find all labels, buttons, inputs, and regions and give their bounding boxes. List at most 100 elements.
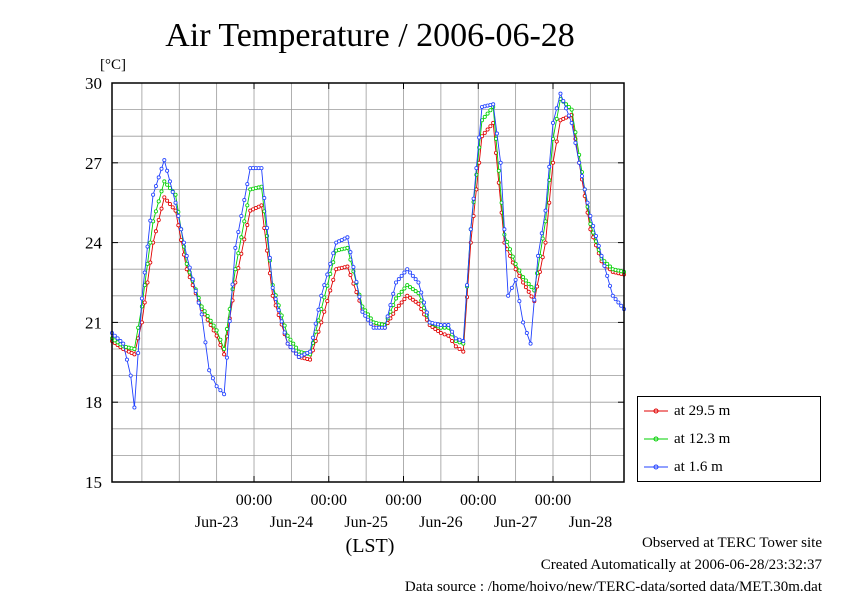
data-point xyxy=(488,124,493,129)
data-point xyxy=(236,251,241,256)
data-point xyxy=(136,325,141,330)
data-point xyxy=(488,108,493,113)
data-point xyxy=(605,273,610,278)
data-point xyxy=(457,337,462,342)
data-point xyxy=(267,255,272,260)
data-point xyxy=(322,295,327,300)
x-tick-date-label: Jun-24 xyxy=(270,514,314,531)
data-point xyxy=(388,303,393,308)
data-point xyxy=(345,264,350,269)
data-point xyxy=(588,221,593,226)
data-point xyxy=(162,158,167,163)
data-point xyxy=(550,160,555,165)
data-point xyxy=(285,341,290,346)
data-point xyxy=(242,198,247,203)
data-point xyxy=(550,120,555,125)
data-point xyxy=(619,303,624,308)
data-point xyxy=(187,265,192,270)
data-point xyxy=(199,312,204,317)
data-point xyxy=(156,199,161,204)
data-point xyxy=(505,239,510,244)
data-point xyxy=(566,113,571,118)
data-point xyxy=(422,300,427,305)
data-point xyxy=(288,337,293,342)
data-point xyxy=(558,91,563,96)
data-point xyxy=(591,223,596,228)
data-point xyxy=(325,299,330,304)
data-point xyxy=(222,352,227,357)
data-point xyxy=(242,237,247,242)
data-point xyxy=(385,314,390,319)
data-point xyxy=(446,323,451,328)
y-tick-label: 18 xyxy=(85,393,102,412)
data-point xyxy=(494,131,499,136)
data-point xyxy=(399,273,404,278)
data-point xyxy=(513,267,518,272)
data-point xyxy=(132,352,137,357)
data-point xyxy=(245,223,250,228)
data-point xyxy=(156,217,161,222)
data-point xyxy=(218,343,223,348)
data-point xyxy=(170,205,175,210)
data-point xyxy=(153,229,158,234)
data-point xyxy=(554,106,559,111)
data-point xyxy=(239,235,244,240)
x-axis-label: (LST) xyxy=(346,535,395,557)
data-point xyxy=(282,330,287,335)
data-point xyxy=(139,304,144,309)
data-point xyxy=(322,283,327,288)
x-tick-time-label: 00:00 xyxy=(311,492,347,509)
legend: at 29.5 m at 12.3 m at 1.6 m xyxy=(637,396,821,482)
data-point xyxy=(468,227,473,232)
data-point xyxy=(482,114,487,119)
data-point xyxy=(526,289,531,294)
data-point xyxy=(351,265,356,270)
data-point xyxy=(136,350,141,355)
data-point xyxy=(405,283,410,288)
legend-item-1-6m: at 1.6 m xyxy=(644,457,723,477)
data-point xyxy=(402,270,407,275)
data-point xyxy=(616,300,621,305)
data-point xyxy=(399,300,404,305)
data-point xyxy=(139,296,144,301)
data-point xyxy=(536,253,541,258)
data-point xyxy=(573,130,578,135)
legend-swatch-1-6m xyxy=(644,464,668,470)
data-point xyxy=(396,303,401,308)
data-point xyxy=(485,127,490,132)
data-point xyxy=(156,175,161,180)
data-point xyxy=(159,166,164,171)
data-point xyxy=(357,294,362,299)
data-point xyxy=(173,192,178,197)
data-point xyxy=(211,323,216,328)
legend-label-1-6m: at 1.6 m xyxy=(674,458,723,475)
data-point xyxy=(508,247,513,252)
data-point xyxy=(453,336,458,341)
data-point xyxy=(112,338,117,343)
data-point xyxy=(328,261,333,266)
data-point xyxy=(208,318,213,323)
data-point xyxy=(279,319,284,324)
data-point xyxy=(167,179,172,184)
data-point xyxy=(148,218,153,223)
data-point xyxy=(153,184,158,189)
x-tick-date-label: Jun-26 xyxy=(419,514,463,531)
y-axis-label: [°C] xyxy=(100,57,126,73)
data-point xyxy=(394,280,399,285)
data-point xyxy=(396,277,401,282)
data-point xyxy=(438,331,443,336)
data-point xyxy=(145,261,150,266)
data-point xyxy=(159,206,164,211)
data-point xyxy=(517,268,522,273)
data-point xyxy=(363,313,368,318)
y-tick-label: 15 xyxy=(85,473,102,492)
data-point xyxy=(316,307,321,312)
data-point xyxy=(176,223,181,228)
data-point xyxy=(308,357,313,362)
data-point xyxy=(529,294,534,299)
x-tick-date-label: Jun-25 xyxy=(344,514,388,531)
data-point xyxy=(218,337,223,342)
data-point xyxy=(227,319,232,324)
data-point xyxy=(554,139,559,144)
series-2 xyxy=(110,91,627,410)
